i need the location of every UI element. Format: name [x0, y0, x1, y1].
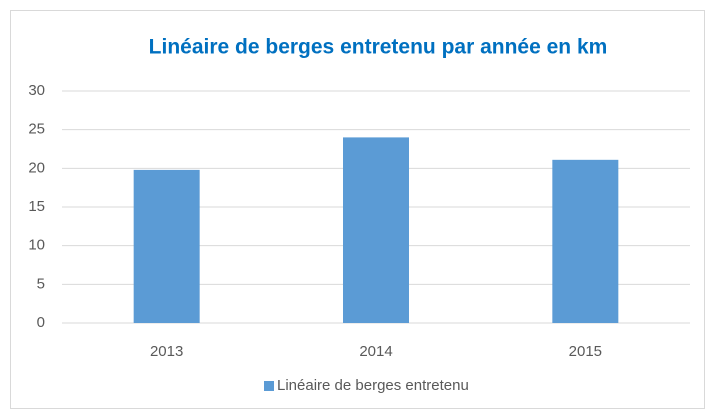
- y-tick-label: 15: [28, 198, 45, 215]
- legend-swatch: [264, 381, 274, 391]
- bar: [343, 137, 409, 323]
- y-tick-label: 10: [28, 237, 45, 254]
- y-tick-label: 5: [37, 275, 45, 292]
- y-tick-label: 30: [28, 82, 45, 99]
- bar: [133, 169, 200, 323]
- legend-label: Linéaire de berges entretenu: [277, 377, 469, 394]
- chart-title: Linéaire de berges entretenu par année e…: [149, 36, 608, 59]
- y-tick-label: 20: [28, 159, 45, 176]
- bar: [552, 159, 619, 323]
- x-tick-label: 2013: [150, 343, 183, 360]
- y-tick-label: 0: [37, 314, 45, 331]
- x-tick-label: 2014: [359, 343, 392, 360]
- y-tick-label: 25: [28, 121, 45, 138]
- x-tick-label: 2015: [569, 343, 602, 360]
